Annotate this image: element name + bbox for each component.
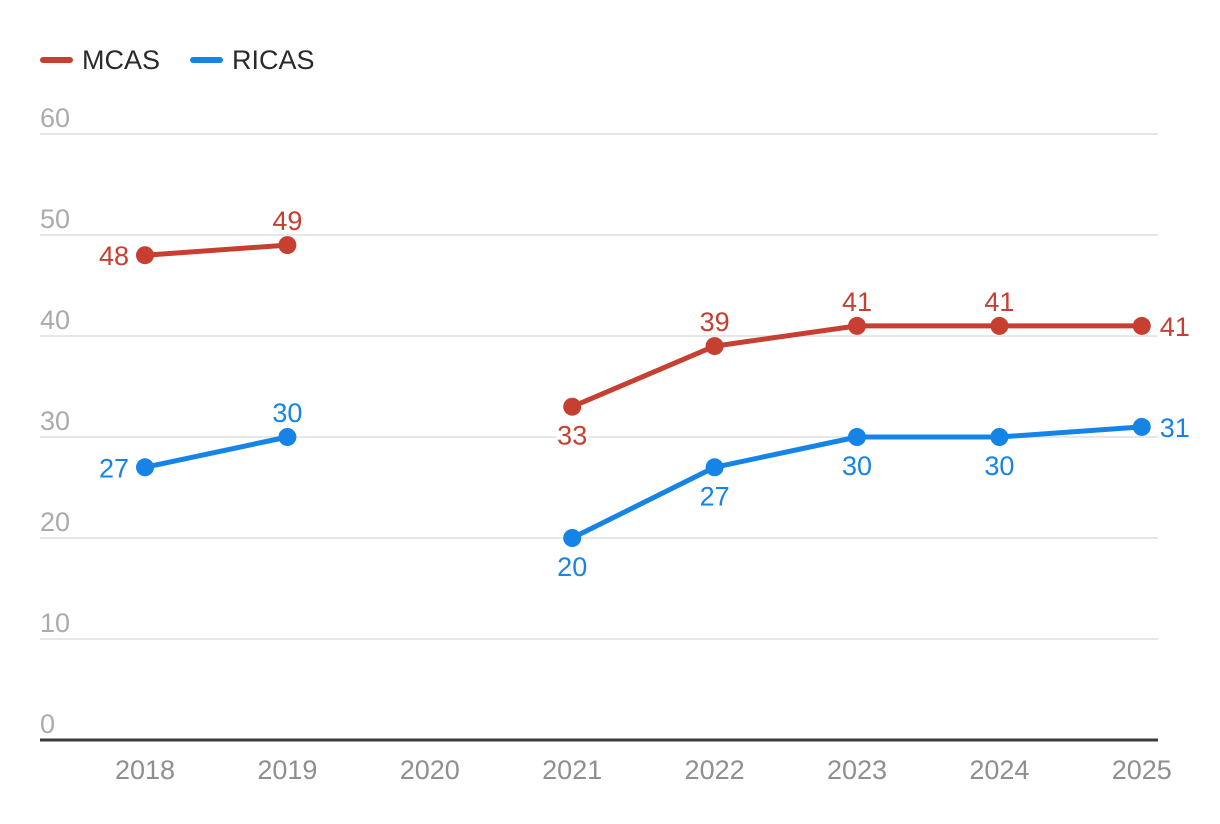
x-tick-label-2025: 2025 bbox=[1112, 755, 1172, 785]
x-tick-label-2020: 2020 bbox=[400, 755, 460, 785]
y-tick-label-0: 0 bbox=[40, 709, 55, 739]
y-tick-label-30: 30 bbox=[40, 406, 70, 436]
ricas-value-label-2018: 27 bbox=[99, 453, 129, 483]
y-tick-label-40: 40 bbox=[40, 305, 70, 335]
ricas-point-2021 bbox=[563, 529, 582, 547]
ricas-point-2024 bbox=[990, 428, 1009, 446]
mcas-value-label-2018: 48 bbox=[99, 241, 129, 271]
chart-legend: MCAS RICAS bbox=[40, 46, 315, 74]
x-tick-label-2019: 2019 bbox=[257, 755, 317, 785]
mcas-point-2025 bbox=[1132, 316, 1151, 335]
mcas-value-label-2024: 41 bbox=[984, 287, 1014, 317]
legend-label-mcas: MCAS bbox=[82, 45, 161, 75]
ricas-line-swatch bbox=[190, 57, 224, 63]
ricas-value-label-2022: 27 bbox=[700, 481, 730, 511]
y-tick-label-60: 60 bbox=[40, 103, 70, 133]
x-tick-label-2024: 2024 bbox=[969, 755, 1029, 785]
mcas-point-2022 bbox=[705, 337, 724, 356]
ricas-value-label-2019: 30 bbox=[272, 398, 302, 428]
mcas-point-2018 bbox=[136, 246, 154, 265]
ricas-line-segment-0 bbox=[142, 434, 290, 470]
mcas-value-label-2019: 49 bbox=[272, 206, 302, 236]
ricas-point-2019 bbox=[278, 428, 297, 446]
y-tick-label-10: 10 bbox=[40, 608, 70, 638]
x-tick-label-2022: 2022 bbox=[685, 755, 745, 785]
mcas-value-label-2022: 39 bbox=[700, 307, 730, 337]
ricas-value-label-2023: 30 bbox=[842, 451, 872, 481]
mcas-point-2023 bbox=[848, 316, 866, 335]
ricas-value-label-2024: 30 bbox=[984, 451, 1014, 481]
ricas-value-label-2021: 20 bbox=[557, 552, 587, 582]
mcas-line-swatch bbox=[40, 57, 73, 63]
ricas-point-2022 bbox=[705, 458, 724, 477]
x-tick-label-2018: 2018 bbox=[115, 755, 175, 785]
mcas-point-2019 bbox=[278, 236, 297, 255]
legend-item-mcas: MCAS bbox=[40, 46, 160, 74]
x-tick-label-2021: 2021 bbox=[542, 755, 602, 785]
y-tick-label-20: 20 bbox=[40, 507, 70, 537]
legend-item-ricas: RICAS bbox=[190, 46, 315, 74]
ricas-point-2018 bbox=[136, 458, 154, 477]
legend-label-ricas: RICAS bbox=[232, 45, 315, 75]
mcas-point-2024 bbox=[990, 316, 1009, 335]
y-tick-label-50: 50 bbox=[40, 204, 70, 234]
ricas-point-2025 bbox=[1132, 417, 1151, 436]
ricas-value-label-2025: 31 bbox=[1160, 413, 1190, 443]
mcas-line-segment-1 bbox=[569, 323, 1145, 410]
ricas-point-2023 bbox=[848, 428, 866, 446]
mcas-value-label-2021: 33 bbox=[557, 421, 587, 451]
mcas-value-label-2023: 41 bbox=[842, 287, 872, 317]
mcas-line-segment-0 bbox=[142, 242, 290, 258]
x-tick-label-2023: 2023 bbox=[827, 755, 887, 785]
mcas-value-label-2025: 41 bbox=[1160, 312, 1190, 342]
mcas-point-2021 bbox=[563, 397, 582, 416]
